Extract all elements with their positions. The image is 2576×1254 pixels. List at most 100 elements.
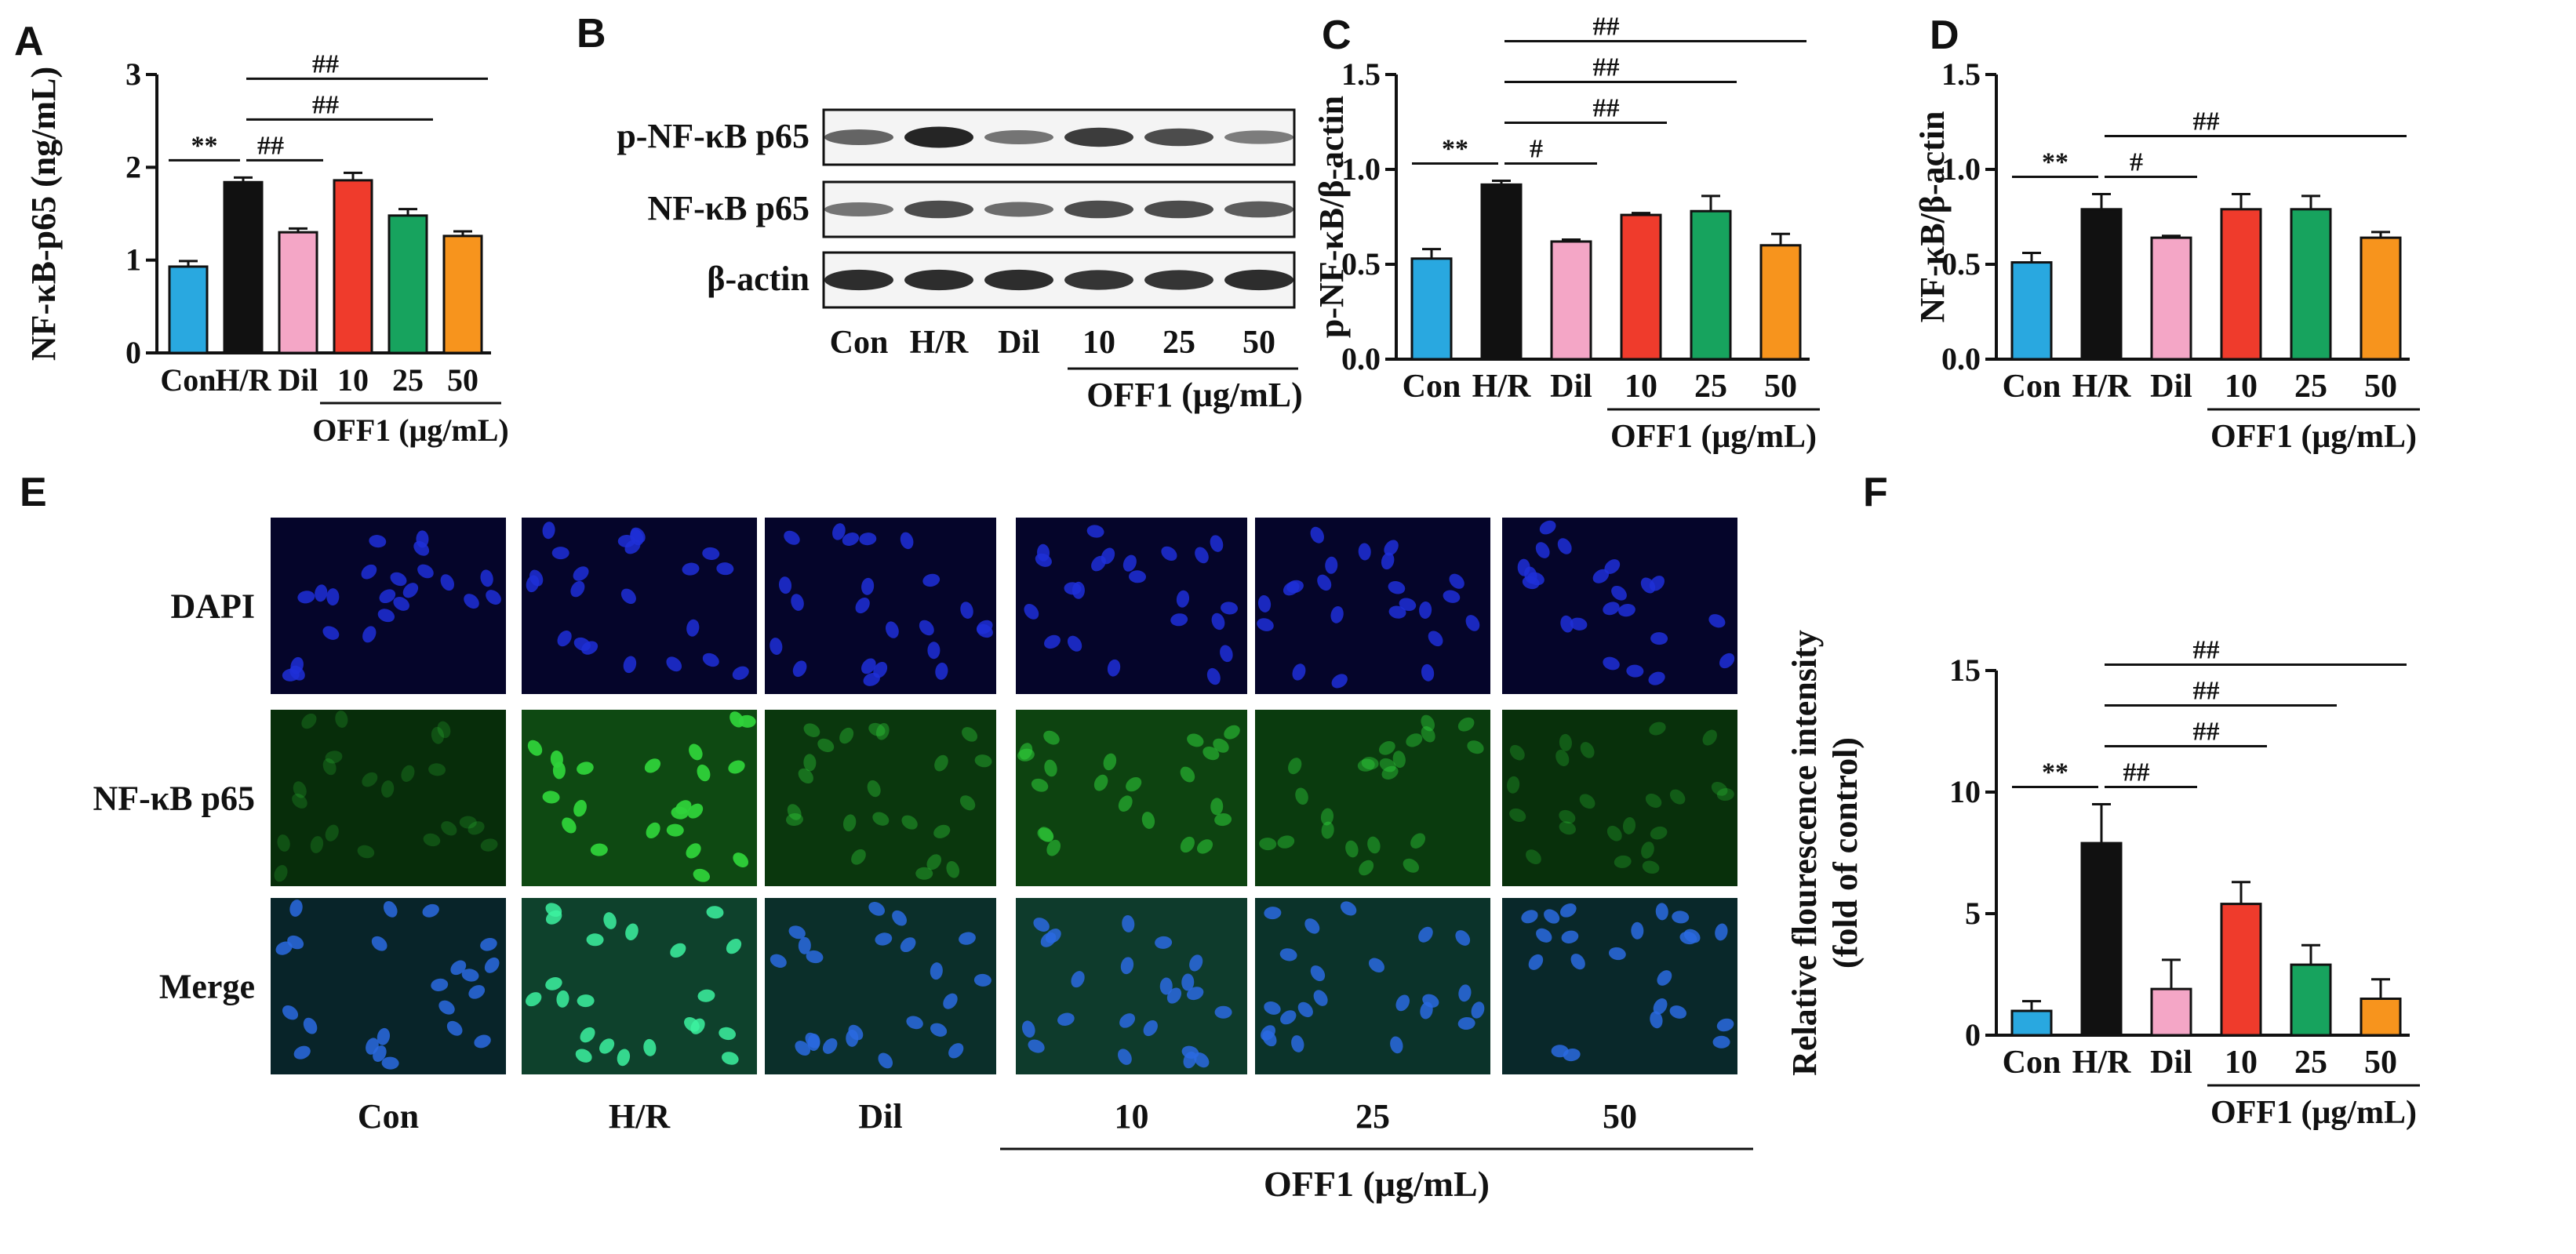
nucleus [1141,812,1155,829]
nucleus [1544,909,1560,924]
nucleus [586,933,604,947]
nucleus [293,781,307,798]
nucleus [868,902,886,916]
nucleus [1292,663,1306,681]
nucleus [362,772,378,787]
bar-25 [2290,208,2332,361]
nucleus [689,743,703,761]
nucleus [730,711,744,728]
nucleus [1345,840,1359,858]
nucleus [1539,520,1556,535]
nucleus [1122,914,1135,932]
nucleus [1120,957,1134,975]
blot-band [984,129,1053,145]
nucleus [383,900,398,918]
nucleus [861,577,875,595]
nucleus [719,1027,737,1041]
nucleus [1458,984,1472,1002]
microscopy-col-label: 10 [1115,1097,1149,1136]
bar-hr [2080,841,2123,1037]
nucleus [671,806,689,820]
nucleus [1325,556,1338,574]
nucleus [274,865,288,882]
blot-band [824,129,893,145]
microscopy-col-label: Dil [858,1097,902,1136]
microscopy-row-label: DAPI [170,587,255,626]
nucleus [573,799,587,817]
nucleus [1708,614,1726,628]
nucleus [603,912,617,929]
nucleus [379,589,396,604]
nucleus [1557,538,1572,554]
nucleus [1181,1045,1199,1060]
nucleus [1388,580,1406,594]
blot-band [1224,201,1293,218]
nucleus [666,823,684,837]
significance-label: ## [312,49,339,78]
chart-d: 0.0 0.5 1.0 1.5 Con H/R Dil 10 25 50 OFF1 (μg/mL) N… [1913,56,2420,455]
nucleus [1196,839,1213,854]
nucleus [413,540,430,556]
chart-f: 0 5 10 15 Con H/R Dil 10 25 50 OFF1 (μg/mL) Relativ… [1785,630,2420,1131]
nucleus [875,932,893,946]
nucleus [1368,958,1384,972]
x-tick-label: 25 [1694,369,1727,405]
nucleus [1641,841,1654,859]
nucleus [1310,965,1326,982]
nucleus [1022,1020,1035,1038]
nucleus [706,906,724,919]
nucleus [722,1052,739,1065]
micrograph [1502,898,1737,1074]
nucleus [590,843,608,856]
nucleus [381,1056,399,1070]
nucleus [702,652,719,667]
green-haze [1255,710,1490,886]
microscopy-row-label: NF-κB p65 [93,780,255,818]
nucleus [373,1045,387,1062]
nucleus [728,760,745,774]
nucleus [792,660,807,678]
nucleus [1031,778,1049,792]
nucleus [1195,547,1209,564]
blot-strip [822,108,1296,166]
nucleus [542,522,555,540]
nucleus [1614,855,1632,868]
significance-label: ## [312,90,339,119]
nucleus [1304,918,1320,934]
significance-label: ** [2042,147,2068,176]
x-tick-label: Con [2003,1045,2061,1081]
significance-label: # [1530,135,1543,164]
nucleus [461,969,479,982]
nucleus [542,791,560,804]
nucleus [545,977,562,990]
nucleus [468,985,486,999]
nucleus [287,935,304,950]
x-tick-label: 50 [447,362,478,398]
nucleus [1379,758,1396,772]
nucleus [1288,758,1302,775]
nucleus [867,780,881,798]
nucleus [1064,582,1082,595]
nucleus [1176,590,1190,608]
nucleus [428,763,446,776]
nucleus [526,992,542,1007]
nucleus [393,597,409,611]
nucleus [1559,821,1576,835]
nucleus [1262,1030,1277,1047]
nucleus [1280,1010,1297,1025]
nucleus [401,765,415,782]
nucleus [1579,794,1595,809]
nucleus [1631,921,1644,940]
bar-dil [2150,987,2192,1037]
y-axis-label: p-NF-κB/β-actin [1312,96,1351,338]
x-group-label: OFF1 (μg/mL) [2210,1095,2417,1131]
nucleus [933,824,951,838]
nucleus [322,758,337,776]
nucleus [1170,613,1188,627]
nucleus [1642,860,1660,874]
nucleus [1057,1012,1075,1026]
nucleus [1580,742,1595,758]
green-haze [1502,898,1737,1074]
significance-label: ## [1593,53,1620,82]
nucleus [935,662,948,680]
